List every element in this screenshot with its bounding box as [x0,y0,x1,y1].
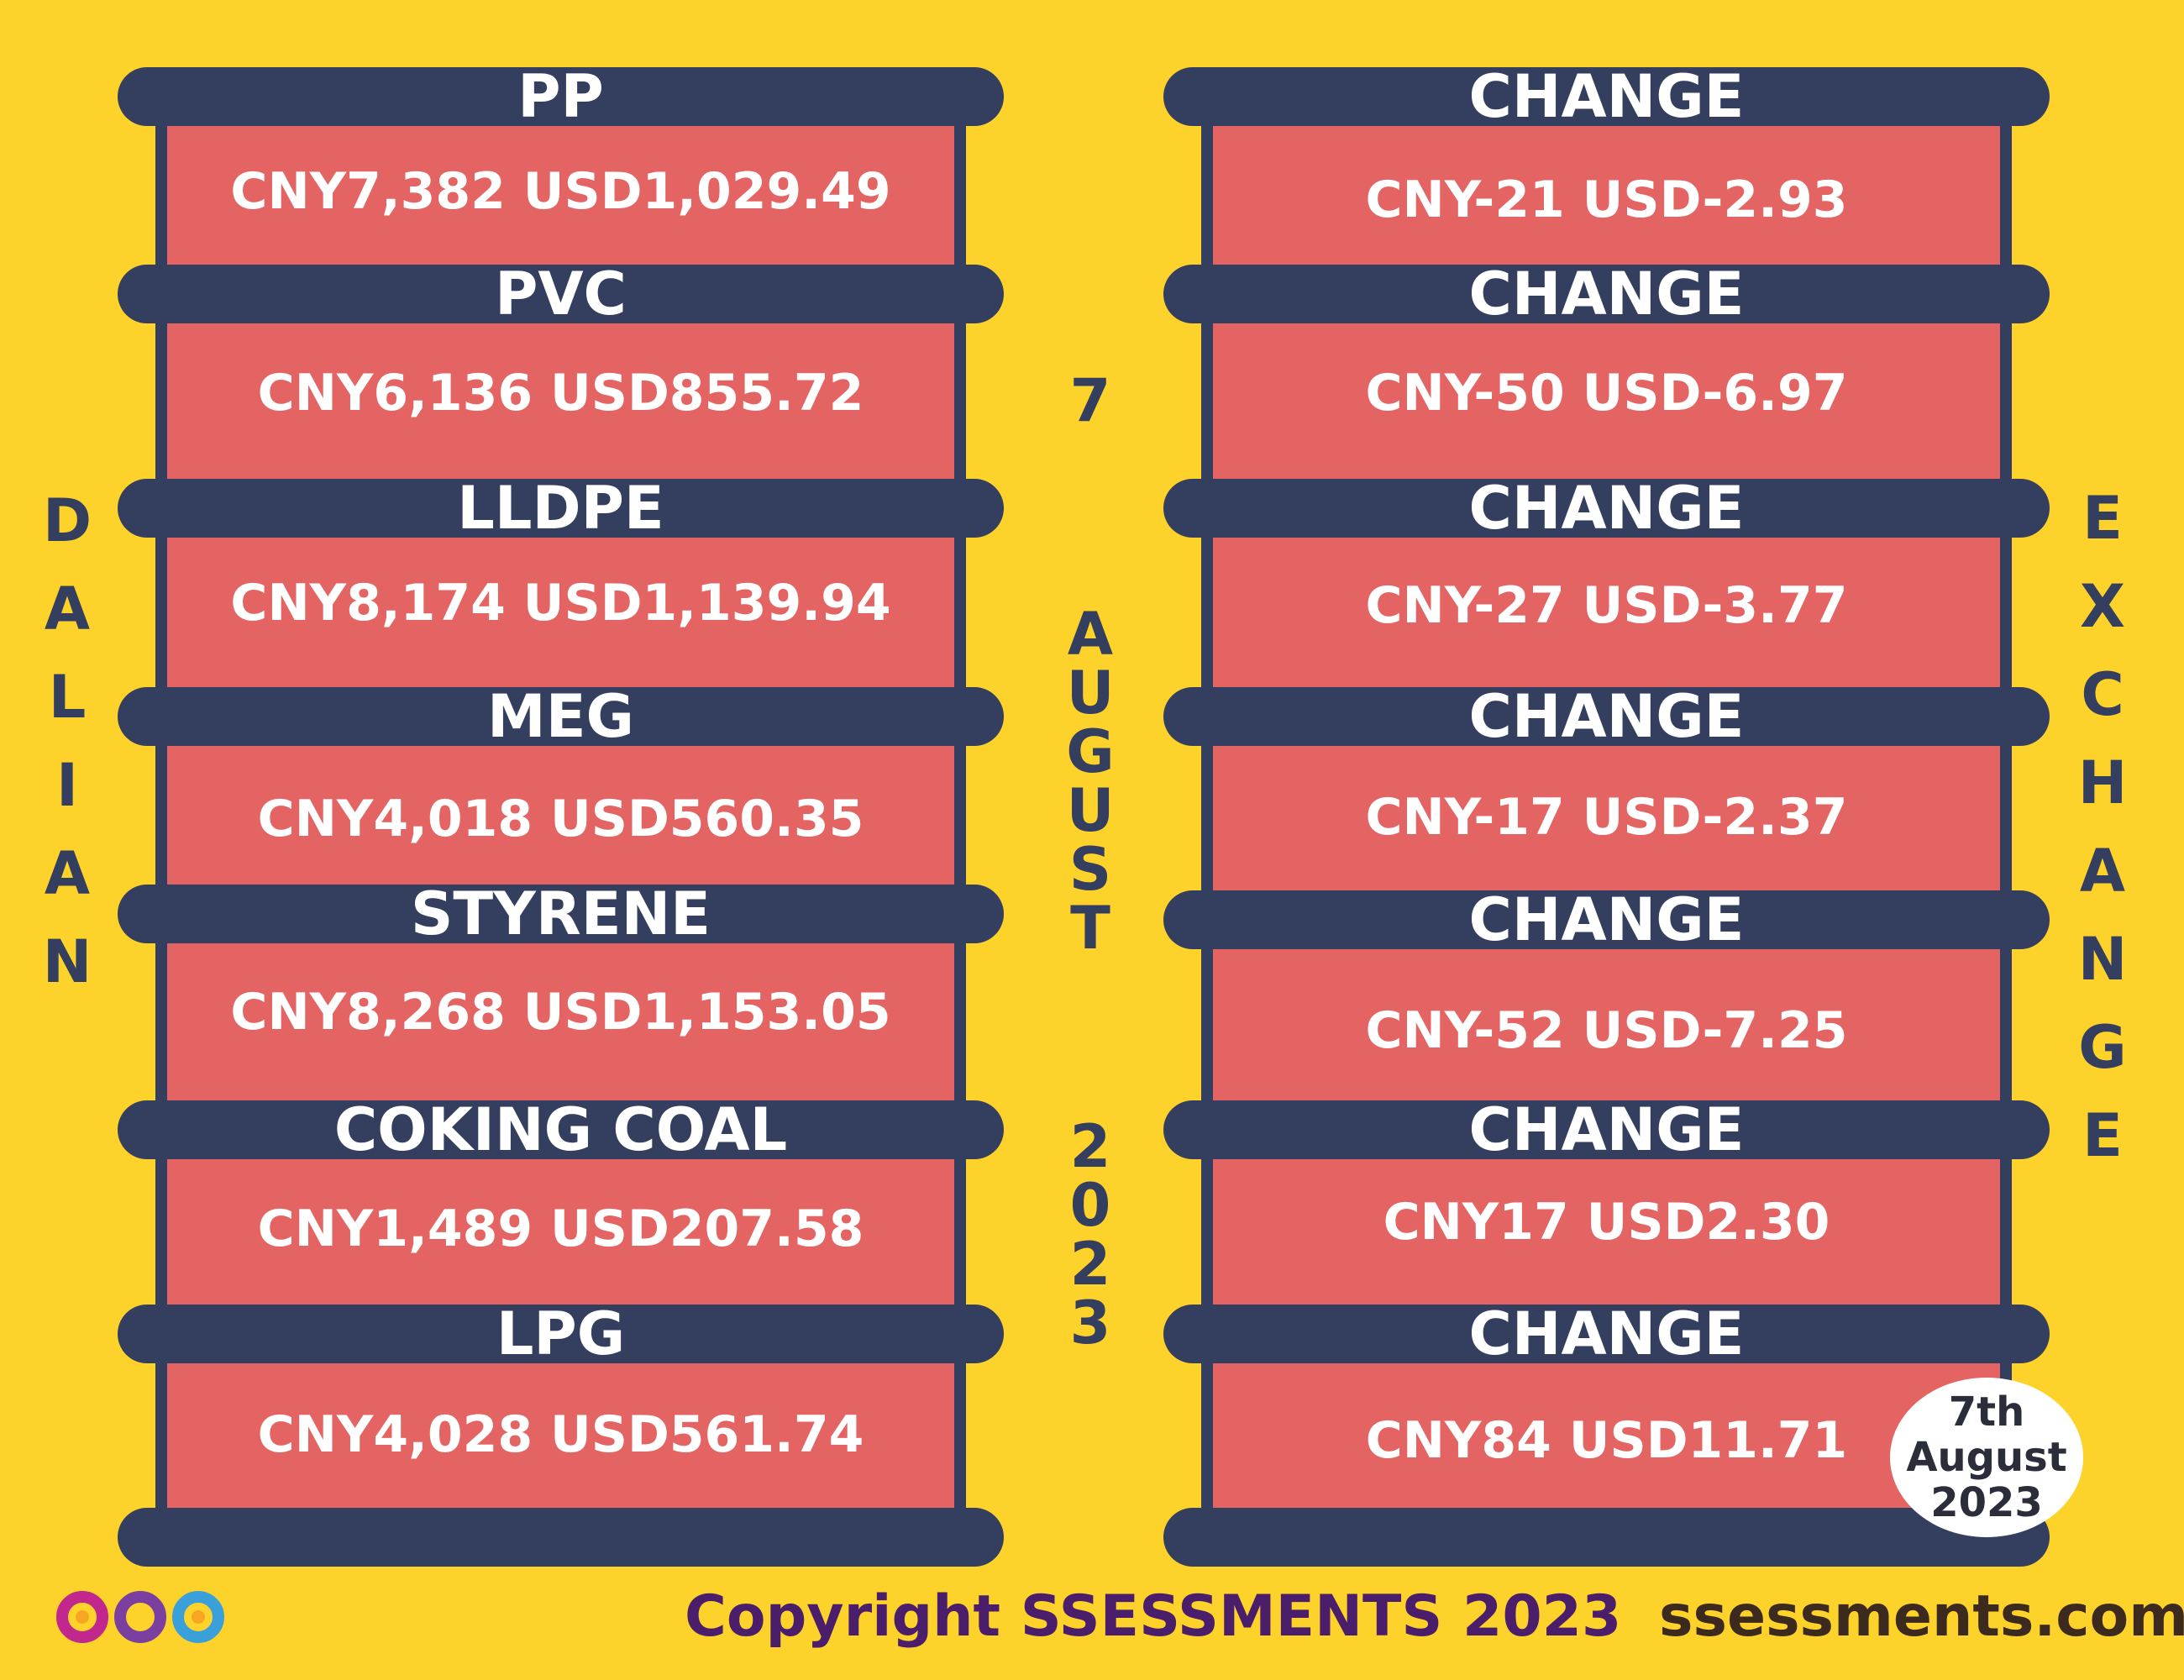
change-bar-7: CHANGE [1163,1305,2050,1363]
letter: C [2081,660,2124,729]
change-label: CHANGE [1468,687,1745,746]
change-value: CNY17 USD2.30 [1383,1193,1830,1252]
letter: A [1067,600,1114,669]
product-bar-styrene: STYRENE [118,885,1004,943]
right-column-body [1201,92,2012,1529]
change-bar-1: CHANGE [1163,67,2050,126]
letter: G [1066,717,1115,786]
change-bar-5: CHANGE [1163,890,2050,949]
center-date-year: 2 0 2 3 [1053,1117,1128,1352]
product-value: CNY6,136 USD855.72 [257,364,864,423]
center-date-day: 7 [1053,357,1128,445]
product-value: CNY8,268 USD1,153.05 [230,983,891,1042]
change-value: CNY84 USD11.71 [1365,1411,1848,1470]
exchange-word-vertical: E X C H A N G E [2065,475,2140,1180]
change-value: CNY-50 USD-6.97 [1365,364,1848,423]
product-name: PVC [495,265,627,323]
change-value: CNY-27 USD-3.77 [1365,576,1848,635]
digit: 2 [1069,1112,1111,1181]
change-bar-4: CHANGE [1163,687,2050,746]
infinity-logo-icon [56,1591,224,1643]
product-value: CNY7,382 USD1,029.49 [230,162,891,221]
digit: 3 [1069,1289,1111,1357]
product-bar-lldpe: LLDPE [118,479,1004,538]
change-label: CHANGE [1468,890,1745,949]
letter: X [2080,572,2125,641]
badge-day: 7th [1948,1389,2025,1436]
letter: N [42,927,92,996]
letter: L [48,663,87,732]
letter: N [2077,925,2128,994]
center-date-month: A U G U S T [1053,605,1128,958]
letter: U [1066,776,1115,845]
copyright-text: Copyright SSESSMENTS 2023 [685,1583,1622,1650]
change-label: CHANGE [1468,1100,1745,1159]
change-bar-3: CHANGE [1163,479,2050,538]
letter: A [2079,837,2126,906]
letter: I [55,751,79,820]
letter: G [2078,1013,2127,1082]
change-label: CHANGE [1468,67,1745,126]
product-value: CNY8,174 USD1,139.94 [230,574,891,633]
product-bar-coking-coal: COKING COAL [118,1100,1004,1159]
product-value: CNY4,028 USD561.74 [257,1405,864,1464]
letter: H [2077,748,2128,817]
letter: U [1066,659,1115,727]
left-column-body [155,92,966,1529]
change-value: CNY-17 USD-2.37 [1365,788,1848,847]
website-link[interactable]: ssessments.com [1659,1583,2184,1650]
product-value: CNY1,489 USD207.58 [257,1200,864,1258]
letter: A [44,575,91,643]
exchange-name-vertical: D A L I A N [29,477,105,1006]
product-bar-meg: MEG [118,687,1004,746]
change-label: CHANGE [1468,265,1745,323]
letter: S [1068,835,1112,904]
product-bar-lpg: LPG [118,1305,1004,1363]
badge-year: 2023 [1930,1479,2043,1526]
letter: T [1070,894,1110,963]
product-name: COKING COAL [333,1100,788,1159]
change-label: CHANGE [1468,1305,1745,1363]
change-value: CNY-52 USD-7.25 [1365,1001,1848,1060]
change-bar-2: CHANGE [1163,265,2050,323]
digit: 2 [1069,1230,1111,1299]
letter: D [42,486,92,555]
change-bar-6: CHANGE [1163,1100,2050,1159]
product-name: LPG [496,1305,626,1363]
product-name: STYRENE [411,885,711,943]
digit: 0 [1069,1171,1111,1240]
product-name: PP [517,67,604,126]
product-name: MEG [487,687,634,746]
product-bar-pp: PP [118,67,1004,126]
letter: E [2082,484,2123,553]
badge-month: August [1906,1434,2067,1481]
change-value: CNY-21 USD-2.93 [1365,171,1848,229]
letter: A [44,839,91,908]
product-name: LLDPE [457,479,664,538]
date-badge: 7th August 2023 [1890,1378,2083,1537]
product-value: CNY4,018 USD560.35 [257,790,864,848]
letter: E [2082,1101,2123,1170]
change-label: CHANGE [1468,479,1745,538]
digit: 7 [1069,366,1111,435]
left-bottom-bar [118,1508,1004,1567]
product-bar-pvc: PVC [118,265,1004,323]
right-bottom-bar [1163,1508,2050,1567]
